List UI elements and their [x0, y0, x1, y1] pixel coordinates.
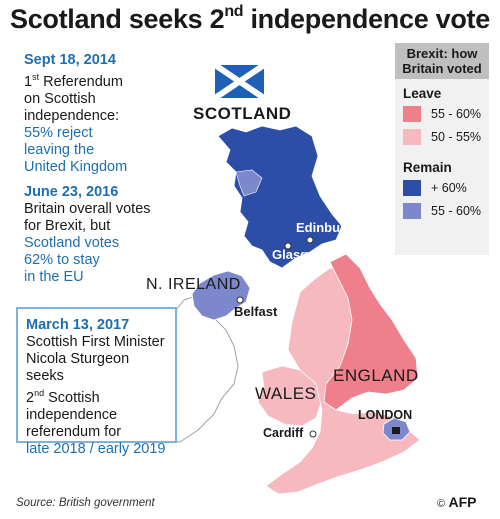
legend-swatch: [403, 203, 421, 219]
event-date: Sept 18, 2014: [24, 52, 116, 68]
source-note: Source: British government: [16, 497, 155, 509]
legend-item-label: 55 - 60%: [431, 107, 482, 121]
event-text: on Scottish: [24, 90, 96, 107]
cardiff-label: Cardiff: [263, 426, 304, 440]
event-text: independence:: [24, 107, 120, 124]
scotland-region[interactable]: [217, 125, 343, 269]
event-text: for Brexit, but: [24, 217, 111, 234]
belfast-dot: [236, 296, 244, 304]
legend-swatch: [403, 106, 421, 122]
england-label: ENGLAND: [333, 366, 419, 385]
event-text: 1st Referendum: [24, 72, 123, 90]
legend: Brexit: how Britain voted Leave 55 - 60%…: [395, 43, 489, 255]
legend-item: 55 - 60%: [403, 202, 489, 220]
event-date: March 13, 2017: [26, 317, 130, 333]
event-date: June 23, 2016: [24, 183, 119, 200]
event-text: Nicola Sturgeon seeks: [26, 351, 130, 384]
legend-item-label: 55 - 60%: [431, 204, 482, 218]
event-highlight: late 2018 / early 2019: [26, 440, 166, 457]
legend-swatch: [403, 129, 421, 145]
edinburgh-dot: [306, 236, 314, 244]
legend-item: 50 - 55%: [403, 128, 489, 146]
event-text: 2nd Scottish: [26, 388, 100, 406]
timeline-event-2014: Sept 18, 2014 1st Referendum on Scottish…: [24, 52, 184, 176]
belfast-label: Belfast: [234, 304, 278, 319]
scotland-label: SCOTLAND: [193, 104, 292, 123]
event-highlight: United Kingdom: [24, 158, 128, 175]
wales-label: WALES: [255, 384, 317, 403]
n-ireland-label: N. IRELAND: [146, 276, 241, 293]
event-highlight: 55% reject: [24, 124, 93, 141]
event-text: Britain overall votes: [24, 200, 151, 217]
event-text: Scottish First Minister: [26, 334, 165, 350]
event-text: referendum for: [26, 423, 122, 440]
afp-logo: © AFP: [437, 494, 477, 510]
scottish-flag-icon: [213, 62, 266, 101]
legend-swatch: [403, 180, 421, 196]
legend-remain-label: Remain: [403, 160, 452, 175]
event-highlight: Scotland votes: [24, 234, 120, 251]
legend-leave-label: Leave: [403, 86, 442, 101]
event-highlight: leaving the: [24, 141, 95, 158]
cardiff-dot: [309, 430, 317, 438]
london-marker: [392, 427, 400, 434]
event-highlight: 62% to stay: [24, 251, 100, 268]
england-region-dark[interactable]: [323, 253, 419, 411]
timeline-event-2017-box: March 13, 2017 Scottish First Minister N…: [16, 307, 177, 457]
legend-header: Brexit: how Britain voted: [395, 43, 489, 79]
timeline-event-2016: June 23, 2016 Britain overall votes for …: [24, 184, 184, 286]
scotland-lighter-area: [235, 169, 263, 197]
event-text: independence: [26, 406, 118, 423]
legend-item-label: 50 - 55%: [431, 130, 482, 144]
event-highlight: in the EU: [24, 268, 84, 285]
edinburgh-label: Edinburgh: [296, 220, 361, 235]
page-title: Scotland seeks 2nd independence vote: [10, 3, 490, 34]
legend-item: + 60%: [403, 179, 489, 197]
london-label: LONDON: [358, 408, 413, 422]
timeline: Sept 18, 2014 1st Referendum on Scottish…: [24, 52, 184, 294]
legend-item-label: + 60%: [431, 181, 467, 195]
glasgow-label: Glasgow: [272, 247, 327, 262]
glasgow-dot: [284, 242, 292, 250]
northern-ireland-region[interactable]: [191, 270, 251, 321]
legend-item: 55 - 60%: [403, 105, 489, 123]
wales-region[interactable]: [257, 365, 323, 427]
